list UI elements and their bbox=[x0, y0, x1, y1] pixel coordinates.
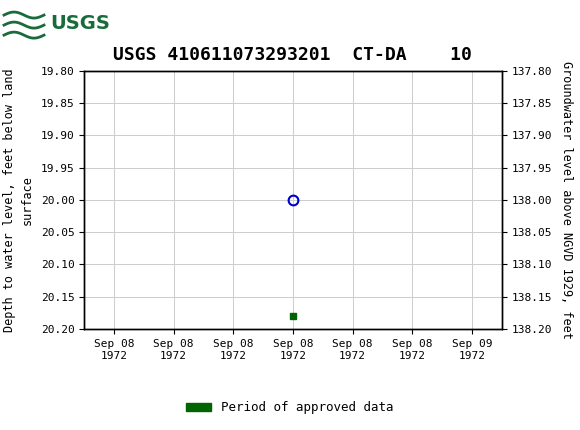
Legend: Period of approved data: Period of approved data bbox=[181, 396, 399, 419]
Text: USGS: USGS bbox=[50, 14, 110, 33]
Y-axis label: Depth to water level, feet below land
surface: Depth to water level, feet below land su… bbox=[3, 68, 34, 332]
Y-axis label: Groundwater level above NGVD 1929, feet: Groundwater level above NGVD 1929, feet bbox=[560, 61, 573, 339]
Title: USGS 410611073293201  CT-DA    10: USGS 410611073293201 CT-DA 10 bbox=[114, 46, 472, 64]
Bar bbox=[2, 5, 92, 41]
